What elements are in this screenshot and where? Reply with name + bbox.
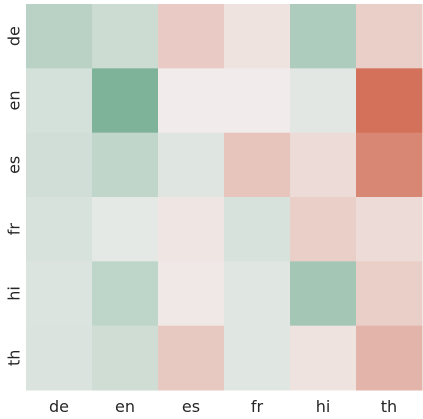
heatmap-cell-es-es: [158, 132, 225, 198]
heatmap-cell-de-de: [26, 4, 93, 69]
x-axis-ticks: de en es fr hi th: [49, 397, 397, 416]
heatmap-cell-th-es: [158, 325, 225, 391]
heatmap-cell-hi-hi: [290, 261, 357, 327]
y-tick-label-fr: fr: [5, 223, 24, 236]
heatmap-cell-de-es: [158, 4, 225, 69]
heatmap-cell-fr-es: [158, 197, 225, 262]
heatmap-cell-es-fr: [224, 132, 291, 198]
heatmap-cell-fr-hi: [290, 197, 357, 262]
heatmap-cells: [26, 4, 423, 391]
heatmap-cell-th-th: [356, 325, 423, 391]
x-tick-label-fr: fr: [251, 397, 264, 416]
heatmap-cell-th-en: [92, 325, 159, 391]
y-tick-label-de: de: [5, 26, 24, 46]
x-tick-label-en: en: [115, 397, 135, 416]
heatmap-cell-th-de: [26, 325, 93, 391]
y-tick-label-hi: hi: [5, 286, 24, 301]
y-tick-label-th: th: [5, 350, 24, 366]
heatmap-cell-es-en: [92, 132, 159, 198]
heatmap-cell-en-de: [26, 68, 93, 134]
heatmap-cell-fr-de: [26, 197, 93, 262]
heatmap-cell-hi-fr: [224, 261, 291, 327]
heatmap-cell-en-fr: [224, 68, 291, 134]
heatmap-cell-es-hi: [290, 132, 357, 198]
heatmap-cell-th-fr: [224, 325, 291, 391]
heatmap-cell-en-es: [158, 68, 225, 134]
heatmap-cell-de-hi: [290, 4, 357, 69]
heatmap-cell-fr-en: [92, 197, 159, 262]
heatmap-cell-th-hi: [290, 325, 357, 391]
heatmap-cell-hi-de: [26, 261, 93, 327]
heatmap-cell-hi-th: [356, 261, 423, 327]
y-axis-ticks: de en es fr hi th: [5, 26, 24, 366]
heatmap-cell-de-th: [356, 4, 423, 69]
heatmap-cell-es-th: [356, 132, 423, 198]
heatmap-cell-de-en: [92, 4, 159, 69]
heatmap-cell-es-de: [26, 132, 93, 198]
heatmap-cell-de-fr: [224, 4, 291, 69]
heatmap-cell-fr-fr: [224, 197, 291, 262]
x-tick-label-th: th: [381, 397, 397, 416]
heatmap-cell-en-en: [92, 68, 159, 134]
heatmap-cell-hi-en: [92, 261, 159, 327]
y-tick-label-en: en: [5, 91, 24, 111]
heatmap-cell-en-hi: [290, 68, 357, 134]
heatmap-cell-fr-th: [356, 197, 423, 262]
x-tick-label-hi: hi: [316, 397, 331, 416]
y-tick-label-es: es: [5, 156, 24, 174]
heatmap-cell-hi-es: [158, 261, 225, 327]
x-tick-label-es: es: [182, 397, 200, 416]
heatmap-cell-en-th: [356, 68, 423, 134]
x-tick-label-de: de: [49, 397, 69, 416]
